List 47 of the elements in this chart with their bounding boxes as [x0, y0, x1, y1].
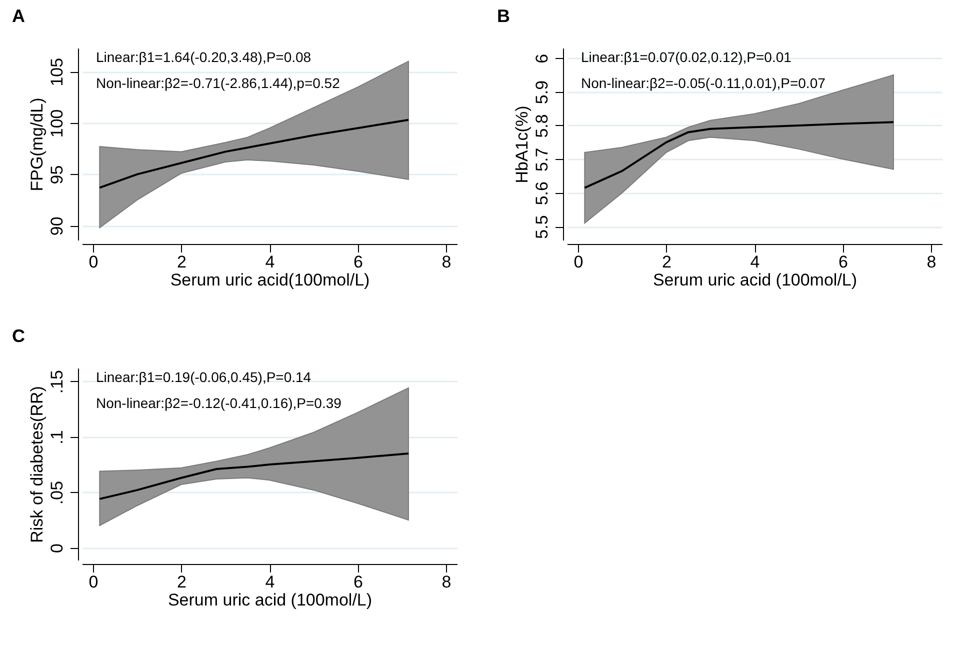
- y-tick-label: .15: [48, 370, 66, 394]
- line-series: [584, 121, 894, 189]
- x-tick-label: 2: [662, 252, 672, 272]
- y-tick-label: 5.7: [532, 148, 552, 172]
- x-axis-title: Serum uric acid(100mol/L): [170, 270, 370, 290]
- x-tick-label: 0: [574, 252, 584, 272]
- x-tick-label: 0: [88, 252, 98, 272]
- annotation: Non-linear:β2=-0.12(-0.41,0.16),P=0.39: [96, 395, 342, 411]
- chart-title: A: [12, 6, 25, 26]
- y-tick-label: .05: [48, 480, 66, 505]
- y-tick-label: .1: [48, 430, 66, 444]
- x-tick-label: 8: [442, 252, 452, 272]
- annotation: Linear:β1=0.07(0.02,0.12),P=0.01: [581, 49, 792, 65]
- y-tick-label: 90: [48, 216, 66, 236]
- x-tick-label: 6: [838, 252, 848, 272]
- y-tick-label: 5.8: [532, 114, 552, 138]
- annotation: Linear:β1=1.64(-0.20,3.48),P=0.08: [96, 49, 312, 65]
- x-tick-label: 0: [88, 572, 98, 592]
- line-series: [98, 118, 410, 189]
- x-tick-label: 8: [926, 252, 936, 272]
- y-tick-label: 5.6: [532, 182, 552, 206]
- annotation: Linear:β1=0.19(-0.06,0.45),P=0.14: [96, 369, 312, 385]
- x-tick-label: 4: [750, 252, 760, 272]
- y-tick-label: 5.5: [532, 215, 552, 239]
- x-tick-label: 2: [177, 572, 186, 592]
- y-axis-title: HbA1c(%): [512, 106, 532, 184]
- y-tick-label: 6: [532, 54, 552, 64]
- annotation: Non-linear:β2=-0.71(-2.86,1.44),p=0.52: [96, 75, 340, 91]
- x-tick-label: 8: [442, 572, 452, 592]
- y-tick-label: 100: [48, 109, 66, 138]
- y-tick-label: 0: [48, 544, 66, 554]
- chart-title: C: [12, 326, 25, 346]
- line-series: [98, 452, 410, 500]
- x-tick-label: 4: [265, 252, 275, 272]
- y-tick-label: 95: [48, 165, 66, 184]
- x-tick-label: 4: [265, 572, 275, 592]
- y-tick-label: 5.9: [532, 80, 552, 104]
- x-axis-title: Serum uric acid (100mol/L): [168, 590, 372, 610]
- x-tick-label: 6: [354, 252, 363, 272]
- y-axis-title: Risk of diabetes(RR): [28, 386, 46, 543]
- x-tick-label: 6: [354, 572, 363, 592]
- x-tick-label: 2: [177, 252, 186, 272]
- y-axis-title: FPG(mg/dL): [28, 98, 46, 192]
- y-tick-label: 105: [48, 58, 66, 86]
- chart-title: B: [497, 6, 510, 26]
- x-axis-title: Serum uric acid (100mol/L): [652, 270, 858, 290]
- annotation: Non-linear:β2=-0.05(-0.11,0.01),P=0.07: [581, 75, 826, 91]
